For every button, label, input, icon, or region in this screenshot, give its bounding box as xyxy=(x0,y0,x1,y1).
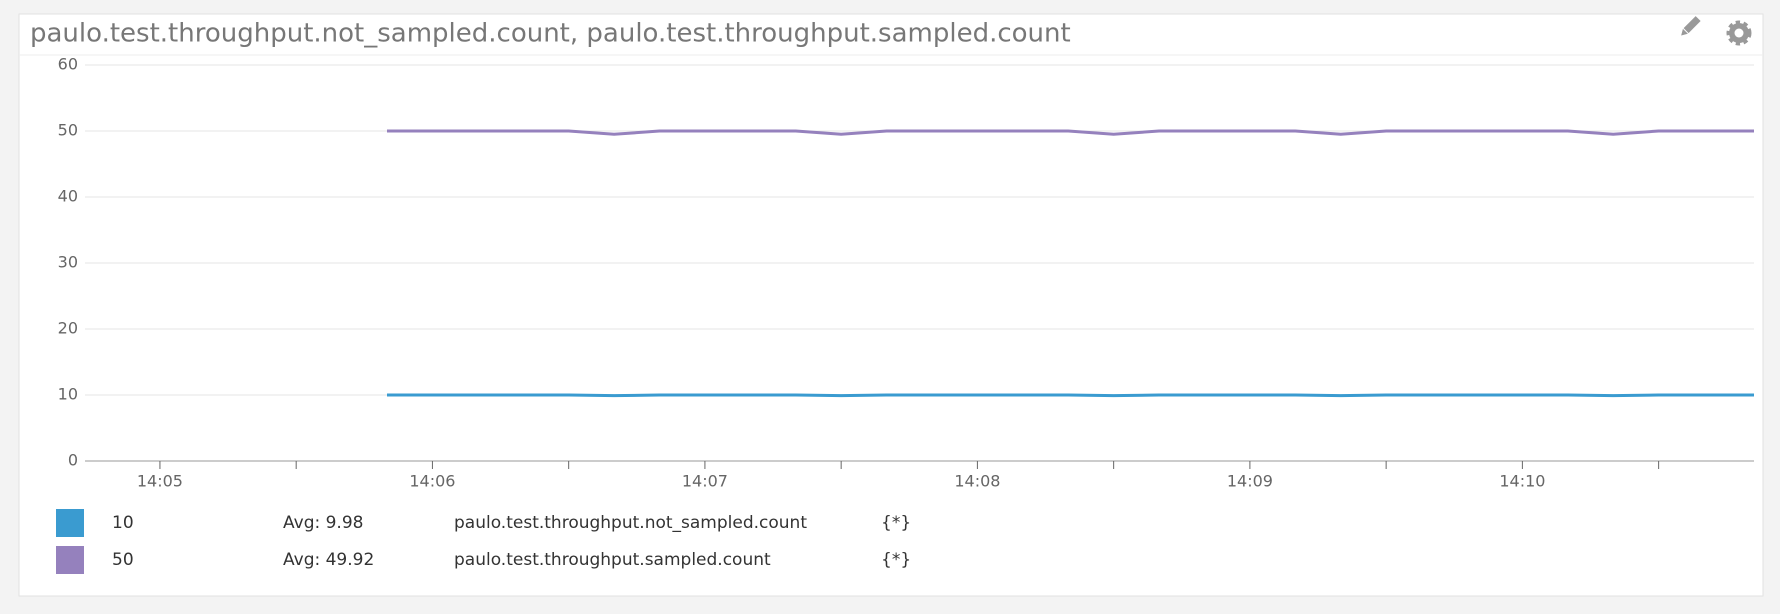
settings-icon[interactable] xyxy=(1726,20,1752,46)
y-tick-label: 40 xyxy=(58,187,78,206)
legend-value: 10 xyxy=(112,513,134,533)
x-tick-label: 14:07 xyxy=(682,472,728,491)
legend-swatch xyxy=(56,509,84,537)
x-tick-label: 14:08 xyxy=(954,472,1000,491)
x-tick-label: 14:06 xyxy=(409,472,455,491)
legend-scope: {*} xyxy=(881,513,911,533)
legend-name: paulo.test.throughput.not_sampled.count xyxy=(454,513,807,533)
edit-icon[interactable] xyxy=(1679,16,1701,38)
x-tick-label: 14:09 xyxy=(1227,472,1273,491)
legend-avg: Avg: 9.98 xyxy=(283,513,363,533)
y-tick-label: 30 xyxy=(58,253,78,272)
y-tick-label: 10 xyxy=(58,385,78,404)
legend-name: paulo.test.throughput.sampled.count xyxy=(454,550,771,570)
y-tick-label: 50 xyxy=(58,121,78,140)
panel xyxy=(18,13,1764,597)
legend-value: 50 xyxy=(112,550,134,570)
series-line xyxy=(387,393,1754,398)
legend-avg: Avg: 49.92 xyxy=(283,550,374,570)
y-tick-label: 60 xyxy=(58,55,78,74)
legend-scope: {*} xyxy=(881,550,911,570)
x-tick-label: 14:05 xyxy=(137,472,183,491)
x-tick-label: 14:10 xyxy=(1499,472,1545,491)
chart-title: paulo.test.throughput.not_sampled.count,… xyxy=(30,19,1071,49)
pencil-body xyxy=(1683,16,1701,34)
gear-hole xyxy=(1734,28,1744,38)
y-tick-label: 0 xyxy=(68,451,78,470)
legend-swatch xyxy=(56,546,84,574)
series-line xyxy=(387,129,1754,136)
y-tick-label: 20 xyxy=(58,319,78,338)
pencil-tip xyxy=(1681,28,1688,36)
